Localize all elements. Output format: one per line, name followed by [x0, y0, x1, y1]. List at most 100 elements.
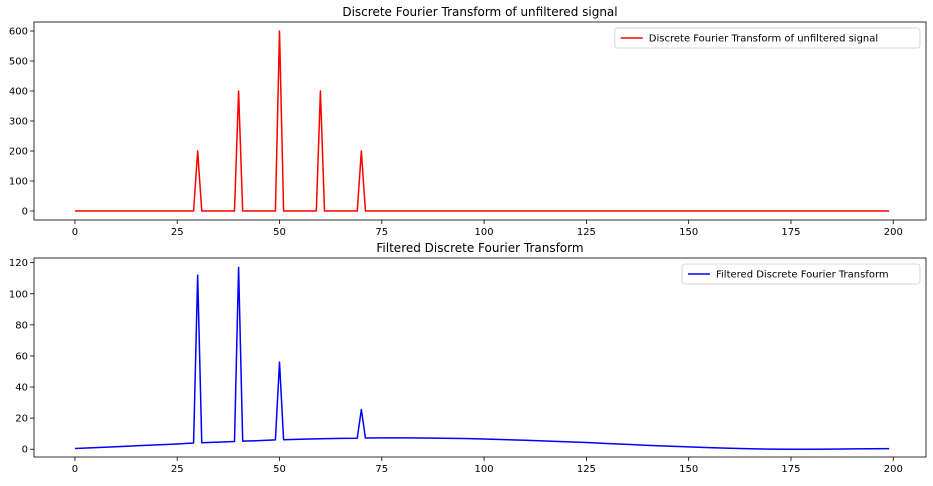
axes-frame — [33, 21, 927, 221]
data-point — [356, 437, 358, 439]
x-tick-label: 25 — [171, 227, 184, 238]
legend: Discrete Fourier Transform of unfiltered… — [614, 27, 921, 49]
data-point — [483, 438, 485, 440]
y-tick-label: 500 — [9, 57, 28, 68]
y-tick-label: 400 — [9, 87, 28, 98]
data-point — [401, 437, 403, 439]
x-tick-label: 100 — [475, 464, 494, 475]
data-point — [524, 439, 526, 441]
data-point — [888, 210, 890, 212]
data-point — [241, 440, 243, 442]
data-point — [708, 446, 710, 448]
data-point — [790, 448, 792, 450]
x-tick-label: 0 — [72, 227, 78, 238]
data-point — [626, 443, 628, 445]
chart-2-axes: Filtered Discrete Fourier Transform 0 25 50… — [9, 241, 927, 475]
y-tick-label: 600 — [9, 27, 28, 38]
data-point — [340, 437, 342, 439]
data-point — [278, 361, 280, 363]
x-tick-label: 0 — [72, 464, 78, 475]
data-point — [503, 438, 505, 440]
data-point — [282, 439, 284, 441]
x-tick-label: 200 — [884, 227, 903, 238]
legend: Filtered Discrete Fourier Transform — [681, 263, 921, 285]
data-point — [647, 444, 649, 446]
data-point — [201, 210, 203, 212]
axes-frame — [33, 257, 927, 458]
x-tick-label: 175 — [781, 227, 800, 238]
data-point — [201, 442, 203, 444]
data-point — [233, 440, 235, 442]
data-point — [233, 210, 235, 212]
y-tick-label: 0 — [22, 207, 28, 218]
data-point — [544, 440, 546, 442]
x-tick-label: 100 — [475, 227, 494, 238]
legend-box — [681, 263, 921, 285]
data-point — [217, 441, 219, 443]
data-point — [422, 437, 424, 439]
data-point — [299, 438, 301, 440]
y-tick-label: 80 — [15, 320, 28, 331]
data-point — [237, 266, 239, 268]
data-point — [364, 210, 366, 212]
data-point — [196, 150, 198, 152]
data-point — [851, 448, 853, 450]
data-point — [74, 210, 76, 212]
y-tick-label: 100 — [9, 289, 28, 300]
data-point — [888, 447, 890, 449]
x-tick-label: 75 — [375, 464, 388, 475]
data-point — [381, 437, 383, 439]
data-point — [196, 274, 198, 276]
data-point — [565, 441, 567, 443]
data-point — [364, 437, 366, 439]
x-tick-label: 25 — [171, 464, 184, 475]
chart-1-axes: Discrete Fourier Transform of unfiltered… — [9, 5, 927, 238]
data-point — [360, 150, 362, 152]
y-tick-label: 20 — [15, 414, 28, 425]
x-tick-label: 50 — [273, 464, 286, 475]
data-point — [872, 448, 874, 450]
data-point — [462, 437, 464, 439]
data-point — [687, 446, 689, 448]
data-point — [115, 446, 117, 448]
series-line — [74, 266, 890, 450]
data-point — [315, 210, 317, 212]
data-point — [241, 210, 243, 212]
data-point — [606, 442, 608, 444]
x-tick-label: 200 — [884, 464, 903, 475]
y-tick-label: 60 — [15, 351, 28, 362]
x-tick-label: 150 — [679, 227, 698, 238]
data-point — [323, 210, 325, 212]
data-point — [282, 210, 284, 212]
x-tick-label: 150 — [679, 464, 698, 475]
series-line — [74, 30, 890, 212]
data-point — [810, 448, 812, 450]
y-tick-label: 40 — [15, 383, 28, 394]
data-point — [319, 90, 321, 92]
data-point — [356, 210, 358, 212]
x-tick-label: 125 — [577, 227, 596, 238]
y-tick-label: 100 — [9, 177, 28, 188]
x-tick-label: 175 — [781, 464, 800, 475]
data-point — [319, 438, 321, 440]
legend-box — [614, 27, 921, 49]
x-tick-label: 75 — [375, 227, 388, 238]
data-point — [274, 439, 276, 441]
data-point — [585, 441, 587, 443]
data-point — [667, 445, 669, 447]
data-point — [278, 30, 280, 32]
data-point — [94, 446, 96, 448]
chart-title: Filtered Discrete Fourier Transform — [376, 241, 583, 255]
y-tick-label: 120 — [9, 258, 28, 269]
data-point — [135, 445, 137, 447]
data-point — [192, 442, 194, 444]
data-point — [360, 408, 362, 410]
x-tick-label: 50 — [273, 227, 286, 238]
x-tick-label: 125 — [577, 464, 596, 475]
data-point — [769, 448, 771, 450]
chart-title: Discrete Fourier Transform of unfiltered… — [342, 5, 617, 19]
y-tick-label: 0 — [22, 445, 28, 456]
y-tick-label: 200 — [9, 147, 28, 158]
